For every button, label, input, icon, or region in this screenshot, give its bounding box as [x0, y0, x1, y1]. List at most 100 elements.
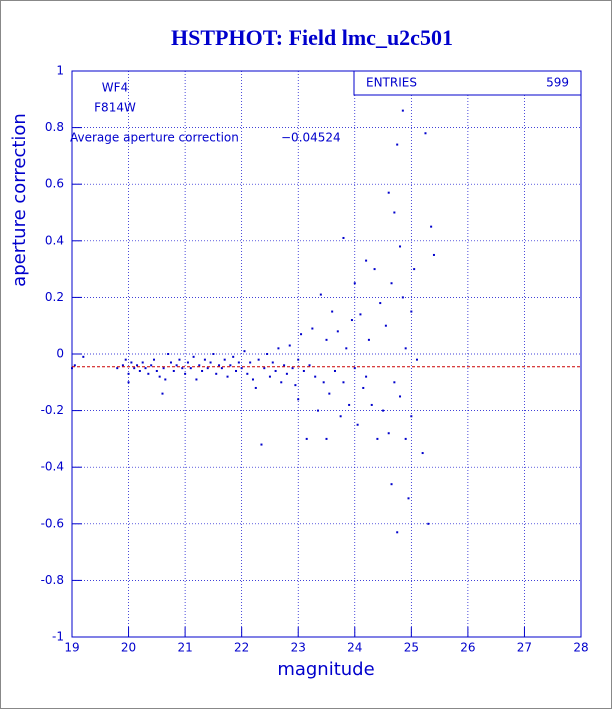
- point: [220, 367, 223, 370]
- point: [342, 381, 345, 384]
- point: [218, 364, 221, 367]
- point: [116, 367, 119, 370]
- point: [274, 369, 277, 372]
- point: [175, 364, 178, 367]
- point: [189, 367, 192, 370]
- point: [181, 367, 184, 370]
- point: [237, 361, 240, 364]
- stats-box: [353, 70, 582, 96]
- x-axis-title: magnitude: [277, 659, 374, 680]
- y-tick-label: 0: [56, 347, 64, 361]
- point: [153, 358, 156, 361]
- point: [302, 369, 305, 372]
- point: [192, 355, 195, 358]
- point: [291, 367, 294, 370]
- point: [432, 253, 435, 256]
- point: [167, 353, 170, 355]
- x-tick-label: 21: [177, 641, 192, 655]
- point: [198, 364, 201, 367]
- point: [121, 364, 124, 367]
- point: [362, 386, 365, 389]
- point: [271, 361, 274, 364]
- point: [399, 395, 402, 398]
- point: [311, 327, 314, 330]
- point: [413, 268, 416, 271]
- point: [336, 330, 339, 333]
- x-tick-label: 27: [517, 641, 532, 655]
- point: [186, 361, 189, 364]
- point: [390, 282, 393, 285]
- x-tick-label: 19: [64, 641, 79, 655]
- point: [365, 375, 368, 378]
- x-tick-label: 28: [573, 641, 588, 655]
- point: [350, 319, 353, 322]
- point: [150, 364, 153, 367]
- point: [325, 338, 328, 341]
- annotation: F814W: [94, 101, 136, 115]
- x-tick-label: 22: [234, 641, 249, 655]
- point: [277, 347, 280, 350]
- y-tick-label: 0.8: [45, 120, 64, 134]
- point: [404, 347, 407, 350]
- y-tick-label: -0.8: [41, 573, 64, 587]
- point: [297, 358, 300, 361]
- point: [373, 268, 376, 271]
- point: [415, 358, 418, 361]
- point: [130, 361, 133, 364]
- point: [223, 358, 226, 361]
- point: [342, 236, 345, 239]
- point: [424, 132, 427, 135]
- point: [229, 364, 232, 367]
- point: [387, 191, 390, 194]
- point: [319, 293, 322, 296]
- point: [263, 367, 266, 370]
- point: [260, 443, 263, 446]
- point: [390, 483, 393, 486]
- point: [305, 437, 308, 440]
- point: [297, 398, 300, 401]
- point: [147, 372, 150, 375]
- point: [235, 369, 238, 372]
- point: [430, 225, 433, 228]
- point: [249, 361, 252, 364]
- mean-text: Average aperture correction: [70, 131, 239, 145]
- point: [365, 259, 368, 262]
- point: [308, 364, 311, 367]
- point: [285, 372, 288, 375]
- y-tick-label: -0.6: [41, 516, 64, 530]
- point: [300, 333, 303, 336]
- point: [382, 409, 385, 412]
- annotation: WF4: [102, 81, 128, 95]
- point: [178, 358, 181, 361]
- point: [396, 531, 399, 534]
- point: [410, 310, 413, 313]
- point: [158, 375, 161, 378]
- mean-label: −0.04524: [281, 131, 341, 145]
- point: [348, 403, 351, 406]
- point: [266, 353, 269, 355]
- point: [427, 522, 430, 525]
- point: [209, 361, 212, 364]
- point: [71, 367, 73, 370]
- point: [339, 415, 342, 418]
- point: [280, 381, 283, 384]
- point: [203, 358, 206, 361]
- point: [399, 245, 402, 248]
- point: [251, 378, 254, 381]
- y-tick-label: -1: [52, 630, 64, 644]
- point: [379, 302, 382, 305]
- stats-value: 599: [546, 76, 569, 90]
- point: [359, 313, 362, 316]
- point: [73, 364, 76, 367]
- point: [195, 378, 198, 381]
- point: [161, 392, 164, 395]
- y-tick-label: 0.2: [45, 290, 64, 304]
- point: [333, 369, 336, 372]
- x-tick-label: 20: [121, 641, 136, 655]
- point: [421, 452, 424, 455]
- x-tick-label: 26: [460, 641, 475, 655]
- y-tick-label: -0.2: [41, 403, 64, 417]
- point: [401, 109, 404, 112]
